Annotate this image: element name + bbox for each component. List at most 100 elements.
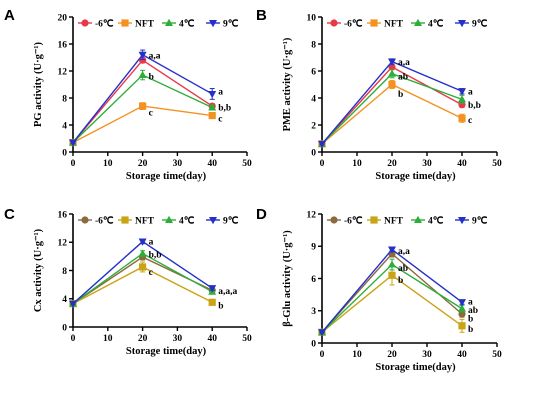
panel-letter: C (4, 206, 15, 223)
y-tick-label: 0 (311, 339, 316, 349)
legend-label: -6℃ (95, 19, 114, 30)
y-tick-label: 16 (58, 40, 68, 50)
significance-label: c (218, 114, 222, 124)
panel-c: C 0 4 8 12 16 0 10 20 30 40 50 Storage time(day) Cx a… (4, 206, 252, 357)
significance-label: a (468, 297, 473, 307)
y-axis-label: PG activity (U·g⁻¹) (33, 41, 44, 127)
x-tick-label: 30 (173, 159, 183, 169)
legend-marker (209, 217, 217, 225)
y-tick-label: 16 (58, 210, 68, 220)
x-tick-label: 20 (138, 334, 148, 344)
data-point (69, 300, 77, 308)
legend-marker (81, 19, 89, 27)
significance-label: ab (398, 264, 408, 274)
y-tick-label: 9 (311, 243, 316, 253)
x-tick-label: 30 (422, 159, 432, 169)
y-tick-label: 4 (311, 94, 316, 104)
significance-label: b,b (218, 104, 231, 114)
significance-label: b,b (149, 250, 162, 260)
y-tick-label: 4 (62, 295, 67, 305)
y-tick-label: 0 (62, 323, 67, 333)
legend: -6℃ NFT 4℃ 9℃ (78, 19, 239, 30)
panel-letter: A (4, 7, 15, 24)
y-tick-label: 12 (307, 210, 317, 220)
y-tick-label: 8 (62, 94, 67, 104)
x-tick-label: 50 (492, 159, 502, 169)
x-tick-label: 0 (71, 159, 76, 169)
significance-label: b (468, 314, 473, 324)
y-tick-label: 8 (62, 267, 67, 277)
legend-marker (81, 216, 89, 224)
data-point (458, 299, 466, 307)
x-tick-label: 0 (320, 159, 325, 169)
x-tick-label: 40 (457, 159, 467, 169)
significance-label: ab (468, 306, 478, 316)
x-tick-label: 50 (492, 350, 502, 360)
legend-marker (370, 19, 378, 27)
panel-letter: D (256, 206, 267, 223)
x-tick-label: 20 (387, 159, 397, 169)
data-point (458, 114, 466, 122)
data-point (139, 263, 147, 271)
panel-d: D 0 3 6 9 12 0 10 20 30 40 50 Storage time(day) β-Glu… (256, 206, 502, 373)
significance-label: a,a (398, 247, 410, 257)
x-axis-label: Storage time(day) (126, 171, 207, 182)
series-4 (69, 238, 217, 308)
x-tick-label: 0 (71, 334, 76, 344)
significance-label: b (398, 276, 403, 286)
legend-marker (458, 20, 466, 28)
series-line (72, 53, 213, 143)
legend-label: 9℃ (472, 19, 488, 30)
x-tick-label: 10 (352, 159, 362, 169)
panel-a: A 0 4 8 12 16 20 0 10 20 30 40 50 Storage time(day) PG… (4, 7, 252, 182)
x-tick-label: 0 (320, 350, 325, 360)
y-axis-label: Cx activity (U·g⁻¹) (33, 228, 44, 312)
y-tick-label: 20 (58, 13, 68, 23)
legend-label: -6℃ (344, 216, 363, 227)
series-line (321, 66, 463, 145)
significance-label: a (468, 87, 473, 97)
data-point (208, 285, 217, 293)
y-tick-label: 4 (62, 121, 67, 131)
significance-label: b,b (468, 101, 481, 111)
data-point (388, 63, 396, 71)
x-axis-label: Storage time(day) (375, 362, 456, 373)
y-tick-label: 12 (58, 67, 68, 77)
data-point (458, 322, 466, 330)
data-point (138, 249, 147, 257)
x-tick-label: 20 (387, 350, 397, 360)
series-4 (318, 58, 466, 149)
significance-label: b (468, 325, 473, 335)
y-tick-label: 6 (311, 67, 316, 77)
x-tick-label: 40 (457, 350, 467, 360)
y-axis-label: β-Glu activity (U·g⁻¹) (282, 230, 293, 327)
legend-label: 9℃ (223, 216, 239, 227)
legend: -6℃ NFT 4℃ 9℃ (327, 216, 488, 227)
series-4 (318, 246, 466, 337)
significance-label: a,a (398, 58, 410, 68)
data-point (208, 90, 217, 99)
x-tick-label: 30 (422, 350, 432, 360)
significance-label: b (218, 301, 223, 311)
data-point (208, 103, 217, 111)
y-axis-label: PME activity (U·g⁻¹) (282, 37, 293, 131)
series-2 (318, 79, 466, 148)
y-tick-label: 6 (311, 275, 316, 285)
data-point (69, 139, 77, 147)
legend-label: 4℃ (179, 216, 195, 227)
legend-marker (414, 215, 422, 223)
significance-label: c (149, 268, 153, 278)
panel-b: B 0 2 4 6 8 10 0 10 20 30 40 50 Storage time(day) PME … (256, 7, 502, 182)
legend-label: NFT (135, 217, 155, 227)
legend: -6℃ NFT 4℃ 9℃ (327, 19, 488, 30)
significance-label: a,a,a (218, 287, 237, 297)
data-point (458, 304, 466, 312)
series-4 (69, 49, 217, 147)
data-point (388, 58, 396, 66)
x-axis-label: Storage time(day) (375, 171, 456, 182)
x-tick-label: 40 (207, 159, 217, 169)
series-3 (69, 69, 217, 146)
data-point (139, 102, 147, 110)
legend-marker (414, 18, 422, 26)
data-point (138, 70, 147, 79)
